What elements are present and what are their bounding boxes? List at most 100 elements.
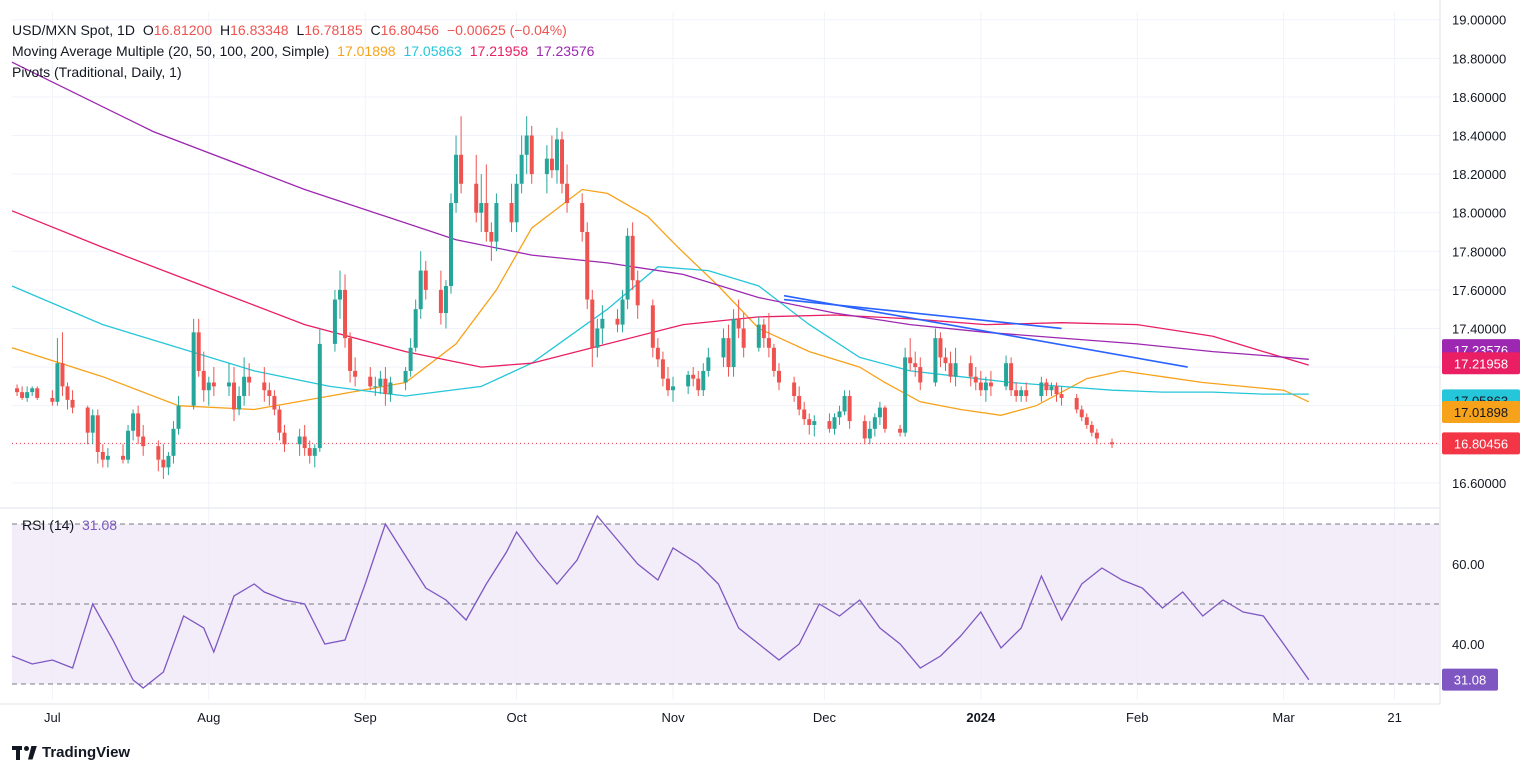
price-tick-label: 17.60000: [1452, 283, 1506, 298]
candle-body: [1094, 432, 1099, 439]
candle-body: [918, 367, 923, 383]
candle-body: [272, 396, 277, 410]
candle-body: [226, 382, 231, 387]
candle-body: [706, 357, 711, 371]
time-tick-label: Oct: [506, 710, 527, 725]
legend-close: C16.80456: [370, 22, 440, 38]
candle-body: [837, 411, 842, 418]
candle-body: [585, 231, 590, 300]
candle-body: [908, 357, 913, 364]
candle-body: [1009, 363, 1014, 391]
legend-moving-averages[interactable]: Moving Average Multiple (20, 50, 100, 20…: [12, 43, 598, 60]
candle-body: [1049, 386, 1054, 391]
candle-body: [807, 419, 812, 425]
candle-body: [514, 183, 519, 223]
rsi-line: [11, 514, 1310, 689]
candle-body: [736, 318, 741, 329]
candle-body: [660, 359, 665, 379]
candle-body: [35, 388, 40, 398]
candle-body: [206, 382, 211, 391]
candle-body: [312, 448, 317, 456]
candle-body: [832, 417, 837, 429]
candle-body: [691, 374, 696, 379]
legend-high: H16.83348: [220, 22, 289, 38]
candle-body: [842, 396, 847, 412]
candle-body: [373, 386, 378, 388]
candle-body: [211, 382, 216, 387]
candle-body: [933, 338, 938, 383]
candle-body: [348, 338, 353, 371]
price-tick-label: 18.80000: [1452, 51, 1506, 66]
candle-body: [30, 388, 35, 393]
candle-body: [766, 338, 771, 348]
candle-body: [731, 318, 736, 368]
tradingview-logo-icon: [12, 745, 38, 760]
candle-body: [50, 397, 55, 402]
legend-pivots[interactable]: Pivots (Traditional, Daily, 1): [12, 64, 186, 81]
candle-body: [95, 415, 100, 452]
price-label-text: 16.80456: [1454, 436, 1508, 451]
candle-body: [812, 421, 817, 425]
candle-body: [1084, 417, 1089, 425]
legend-pivots-title: Pivots (Traditional, Daily, 1): [12, 64, 182, 80]
time-tick-label: Nov: [661, 710, 685, 725]
candle-body: [565, 183, 570, 204]
candle-body: [898, 428, 903, 433]
candle-body: [343, 289, 348, 339]
legend-ma20: 17.01898: [337, 43, 396, 59]
price-label-text: 17.21958: [1454, 356, 1508, 371]
price-tick-label: 18.60000: [1452, 90, 1506, 105]
candle-body: [262, 382, 267, 391]
price-tick-label: 18.40000: [1452, 129, 1506, 144]
trendlines[interactable]: [783, 294, 1188, 368]
candle-body: [620, 299, 625, 325]
candle-body: [726, 338, 731, 368]
legend-ma100: 17.21958: [469, 43, 529, 59]
tradingview-brand[interactable]: TradingView: [12, 744, 130, 761]
time-tick-label: Sep: [354, 710, 377, 725]
legend-main: USD/MXN Spot, 1D O16.81200 H16.83348 L16…: [12, 22, 571, 39]
legend-rsi[interactable]: RSI (14) 31.08: [22, 517, 117, 533]
candle-body: [105, 455, 110, 460]
candle-body: [544, 158, 549, 175]
candle-body: [15, 388, 20, 393]
price-label-ma: 17.01898: [1442, 400, 1520, 423]
price-label-bg: [1442, 432, 1520, 455]
candle-body: [938, 338, 943, 358]
price-labels: 17.2357617.2195817.0586317.0189816.80456…: [1442, 339, 1520, 691]
time-tick-label: Feb: [1126, 710, 1148, 725]
candle-body: [176, 405, 181, 429]
candle-body: [943, 357, 948, 364]
candle-body: [1079, 409, 1084, 418]
candle-body: [1059, 394, 1064, 398]
candle-body: [686, 374, 691, 387]
rsi-polyline: [11, 514, 1310, 689]
candle-body: [721, 338, 726, 358]
candle-body: [161, 459, 166, 468]
candle-body: [302, 436, 307, 449]
candle-body: [191, 332, 196, 406]
candle-body: [595, 328, 600, 348]
candle-body: [877, 407, 882, 418]
candle-body: [131, 413, 136, 431]
candle-body: [913, 363, 918, 368]
candle-body: [201, 370, 206, 391]
candle-body: [1004, 363, 1009, 387]
candle-body: [1039, 382, 1044, 397]
candle-body: [978, 382, 983, 391]
candlestick-series[interactable]: [15, 116, 1115, 479]
candle-body: [1054, 386, 1059, 395]
candle-body: [771, 347, 776, 371]
price-label-ma: 17.21958: [1442, 352, 1520, 375]
time-tick-label: Aug: [197, 710, 220, 725]
time-tick-label: Jul: [44, 710, 61, 725]
price-label-bg: [1442, 352, 1520, 375]
legend-rsi-value: 31.08: [82, 517, 118, 533]
candle-body: [655, 347, 660, 360]
candle-body: [696, 378, 701, 391]
rsi-band: [12, 523, 1440, 685]
rsi-label-text: 31.08: [1454, 673, 1487, 688]
price-tick-label: 19.00000: [1452, 13, 1506, 28]
candle-body: [600, 318, 605, 329]
